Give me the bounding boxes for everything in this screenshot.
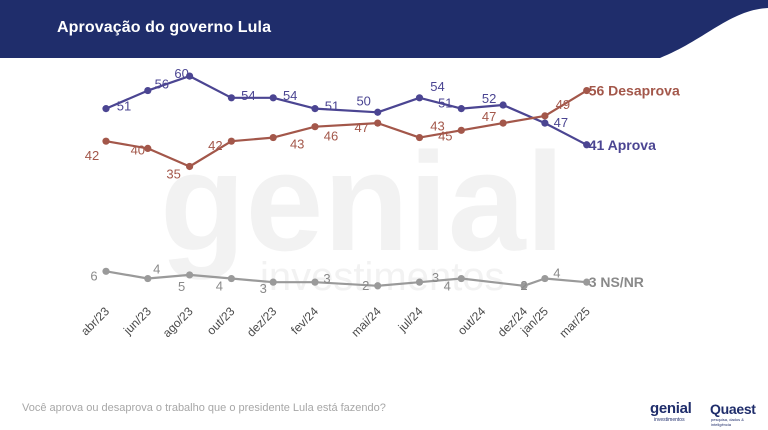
- data-point-aprova: [269, 94, 277, 102]
- data-point-aprova: [499, 101, 507, 109]
- data-point-nsnr: [457, 274, 465, 283]
- data-point-desaprova: [415, 133, 424, 142]
- data-label-desaprova: 43: [430, 119, 444, 134]
- data-point-nsnr: [186, 271, 194, 279]
- logos: genial investimentos Quaest pesquisa, da…: [648, 400, 763, 427]
- data-label-nsnr: 2: [362, 278, 369, 293]
- data-label-desaprova: 42: [85, 148, 99, 163]
- data-label-nsnr: 4: [153, 262, 160, 277]
- data-point-aprova: [144, 86, 152, 95]
- data-label-aprova: 54: [283, 88, 297, 103]
- data-label-aprova: 56: [155, 77, 169, 92]
- data-label-nsnr: 2: [520, 278, 527, 293]
- data-point-desaprova: [227, 137, 235, 145]
- data-label-nsnr: 4: [553, 266, 560, 281]
- watermark-text: genial: [160, 130, 565, 280]
- series-line-nsnr: [105, 270, 587, 287]
- data-label-nsnr: 5: [178, 279, 185, 294]
- header-shape: [0, 0, 768, 58]
- data-label-nsnr: 3: [323, 271, 330, 286]
- data-point-aprova: [186, 72, 194, 80]
- data-label-aprova: 51: [325, 99, 339, 114]
- data-label-desaprova: 47: [354, 120, 368, 135]
- x-tick-label: out/24: [455, 304, 489, 338]
- data-point-nsnr: [144, 274, 152, 283]
- data-label-nsnr: 3: [260, 281, 267, 296]
- x-tick-label: jun/23: [120, 304, 154, 338]
- x-tick-label: out/23: [204, 304, 238, 338]
- data-point-nsnr: [583, 278, 591, 286]
- data-label-nsnr: 6: [90, 268, 97, 283]
- data-label-aprova: 54: [241, 88, 255, 103]
- data-label-aprova: 60: [174, 66, 188, 81]
- quaest-logo-sub: pesquisa, dados & inteligência: [711, 417, 744, 427]
- x-tick-label: dez/23: [244, 304, 280, 340]
- data-label-desaprova: 43: [290, 137, 304, 152]
- data-point-desaprova: [144, 144, 152, 152]
- series-line-aprova: [105, 75, 588, 146]
- header-banner: Aprovação do governo Lula: [0, 0, 768, 58]
- data-point-aprova: [102, 105, 110, 113]
- data-label-aprova: 47: [554, 115, 568, 130]
- data-point-desaprova: [186, 162, 194, 171]
- data-point-aprova: [374, 108, 382, 116]
- data-label-desaprova: 35: [166, 166, 180, 181]
- data-label-desaprova: 42: [208, 138, 222, 153]
- data-point-aprova: [415, 94, 424, 102]
- data-point-nsnr: [374, 282, 382, 290]
- data-point-aprova: [541, 119, 549, 127]
- x-tick-label: jul/24: [395, 304, 426, 335]
- page-title: Aprovação do governo Lula: [57, 19, 272, 36]
- data-point-desaprova: [499, 119, 507, 127]
- data-point-desaprova: [374, 119, 382, 127]
- data-point-nsnr: [269, 278, 277, 286]
- data-point-desaprova: [269, 133, 277, 142]
- data-point-aprova: [311, 105, 319, 113]
- x-tick-label: fev/24: [288, 304, 321, 337]
- data-label-aprova: 51: [438, 96, 452, 111]
- data-label-aprova: 51: [117, 99, 131, 114]
- survey-question: Você aprova ou desaprova o trabalho que …: [22, 402, 386, 414]
- series-line-desaprova: [105, 89, 588, 168]
- x-tick-label: mai/24: [348, 304, 384, 340]
- data-label-nsnr: 3: [432, 270, 439, 285]
- data-label-desaprova: 46: [324, 129, 338, 144]
- watermark: genial investimentos: [160, 130, 565, 299]
- quaest-logo: Quaest: [710, 401, 756, 417]
- data-point-aprova: [583, 141, 591, 149]
- data-point-desaprova: [311, 123, 319, 131]
- data-label-aprova: 54: [430, 79, 444, 94]
- data-point-desaprova: [583, 86, 591, 95]
- data-point-aprova: [227, 94, 235, 102]
- x-tick-label: abr/23: [78, 304, 112, 338]
- data-point-nsnr: [541, 274, 549, 283]
- data-label-desaprova: 47: [482, 109, 496, 124]
- data-label-desaprova: 49: [556, 97, 570, 112]
- x-tick-label: ago/23: [160, 304, 196, 340]
- end-label-nsnr: 3 NS/NR: [589, 274, 644, 290]
- data-label-aprova: 52: [482, 91, 496, 106]
- data-point-aprova: [457, 105, 465, 113]
- data-point-desaprova: [102, 137, 110, 145]
- x-tick-label: mar/25: [557, 304, 594, 341]
- data-point-desaprova: [541, 112, 549, 120]
- genial-logo-sub: investimentos: [654, 417, 685, 423]
- data-point-nsnr: [227, 274, 235, 283]
- end-label-desaprova: 56 Desaprova: [589, 83, 680, 99]
- data-point-nsnr: [311, 278, 319, 286]
- data-label-nsnr: 4: [444, 279, 451, 294]
- end-label-aprova: 41 Aprova: [589, 137, 656, 153]
- data-point-nsnr: [520, 282, 528, 290]
- data-label-aprova: 50: [356, 93, 370, 108]
- data-point-desaprova: [457, 126, 465, 134]
- data-label-nsnr: 4: [216, 279, 223, 294]
- data-label-desaprova: 40: [131, 142, 145, 157]
- data-label-desaprova: 45: [438, 128, 452, 143]
- data-point-nsnr: [415, 278, 424, 286]
- genial-logo: genial: [650, 400, 692, 417]
- data-point-nsnr: [102, 267, 110, 275]
